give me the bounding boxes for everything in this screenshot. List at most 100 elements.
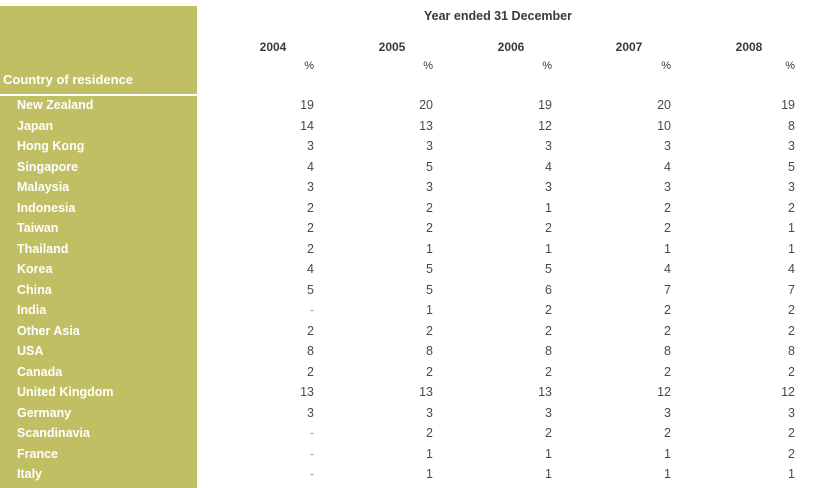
table-cell: 3 — [426, 406, 433, 420]
country-label: Thailand — [17, 242, 69, 256]
table-cell: 8 — [545, 344, 552, 358]
year-header: 2007 — [615, 40, 643, 54]
unit-label: % — [423, 60, 433, 72]
table-cell: 12 — [538, 119, 552, 133]
table-cell: 2 — [307, 242, 314, 256]
country-label: Korea — [17, 262, 53, 276]
country-label: Germany — [17, 406, 72, 420]
table-cell: 5 — [307, 283, 314, 297]
table-cell: 13 — [419, 119, 433, 133]
table-cell: 8 — [788, 119, 795, 133]
country-label: United Kingdom — [17, 385, 114, 399]
table-cell: - — [309, 467, 314, 481]
table-cell: 8 — [788, 344, 795, 358]
country-label: France — [17, 447, 58, 461]
country-label: India — [17, 303, 47, 317]
table-cell: 3 — [664, 139, 671, 153]
table-cell: 2 — [788, 426, 795, 440]
table-cell: - — [309, 303, 314, 317]
table-cell: 5 — [426, 262, 433, 276]
row-header-divider — [0, 94, 197, 96]
table-cell: 4 — [545, 160, 552, 174]
table-cell: 2 — [664, 201, 671, 215]
table-cell: 2 — [426, 221, 433, 235]
table-cell: 3 — [307, 180, 314, 194]
table-cell: 2 — [664, 303, 671, 317]
table-cell: 7 — [788, 283, 795, 297]
table-cell: 5 — [545, 262, 552, 276]
table-cell: 2 — [426, 201, 433, 215]
table-cell: 3 — [788, 406, 795, 420]
table-cell: 2 — [545, 303, 552, 317]
table-caption: Year ended 31 December — [424, 9, 572, 23]
table-cell: 5 — [426, 160, 433, 174]
table-cell: 2 — [307, 221, 314, 235]
table-cell: 3 — [426, 139, 433, 153]
table-cell: 3 — [788, 180, 795, 194]
table-cell: 2 — [307, 365, 314, 379]
unit-label: % — [785, 60, 795, 72]
table-cell: 1 — [426, 447, 433, 461]
table-cell: 4 — [788, 262, 795, 276]
table-cell: 4 — [307, 160, 314, 174]
table-cell: 12 — [657, 385, 671, 399]
table-cell: 2 — [788, 324, 795, 338]
unit-label: % — [661, 60, 671, 72]
table-cell: 10 — [657, 119, 671, 133]
table-cell: 2 — [545, 324, 552, 338]
country-label: New Zealand — [17, 98, 94, 112]
table-cell: 1 — [545, 242, 552, 256]
table-cell: 2 — [545, 365, 552, 379]
country-label: Malaysia — [17, 180, 70, 194]
table-cell: 2 — [545, 426, 552, 440]
table-cell: 3 — [788, 139, 795, 153]
table-cell: 3 — [307, 139, 314, 153]
table-cell: 3 — [664, 406, 671, 420]
table-cell: 4 — [307, 262, 314, 276]
year-header: 2005 — [378, 40, 406, 54]
table-cell: 19 — [538, 98, 552, 112]
table-cell: 2 — [664, 324, 671, 338]
country-label: Hong Kong — [17, 139, 85, 153]
country-label: Indonesia — [17, 201, 76, 215]
table-cell: 1 — [545, 201, 552, 215]
country-label: Japan — [17, 119, 54, 133]
table-cell: 2 — [664, 426, 671, 440]
unit-label: % — [542, 60, 552, 72]
year-header: 2008 — [735, 40, 763, 54]
table-cell: 14 — [300, 119, 314, 133]
table-cell: 20 — [419, 98, 433, 112]
table-cell: 8 — [307, 344, 314, 358]
table-cell: 2 — [426, 426, 433, 440]
table-cell: 1 — [426, 242, 433, 256]
table-cell: 20 — [657, 98, 671, 112]
table-cell: 8 — [426, 344, 433, 358]
country-label: Italy — [17, 467, 43, 481]
table-cell: 4 — [664, 262, 671, 276]
row-header-title: Country of residence — [3, 72, 134, 87]
table-cell: 2 — [664, 365, 671, 379]
table-cell: 1 — [788, 467, 795, 481]
table-cell: 2 — [788, 447, 795, 461]
table-cell: 1 — [426, 303, 433, 317]
table-cell: - — [309, 426, 314, 440]
table-cell: 5 — [426, 283, 433, 297]
table-cell: 13 — [538, 385, 552, 399]
table-cell: 3 — [545, 180, 552, 194]
table-cell: 1 — [664, 447, 671, 461]
table-cell: 2 — [788, 201, 795, 215]
table-cell: 1 — [426, 467, 433, 481]
year-header: 2006 — [497, 40, 525, 54]
table-cell: 3 — [426, 180, 433, 194]
table-cell: 1 — [788, 221, 795, 235]
table-cell: 1 — [664, 242, 671, 256]
table-cell: 2 — [664, 221, 671, 235]
table-cell: 12 — [781, 385, 795, 399]
country-label: Other Asia — [17, 324, 80, 338]
table-cell: 6 — [545, 283, 552, 297]
year-header: 2004 — [259, 40, 287, 54]
table-cell: 19 — [300, 98, 314, 112]
table-cell: 3 — [307, 406, 314, 420]
table-cell: 19 — [781, 98, 795, 112]
table-cell: 1 — [788, 242, 795, 256]
